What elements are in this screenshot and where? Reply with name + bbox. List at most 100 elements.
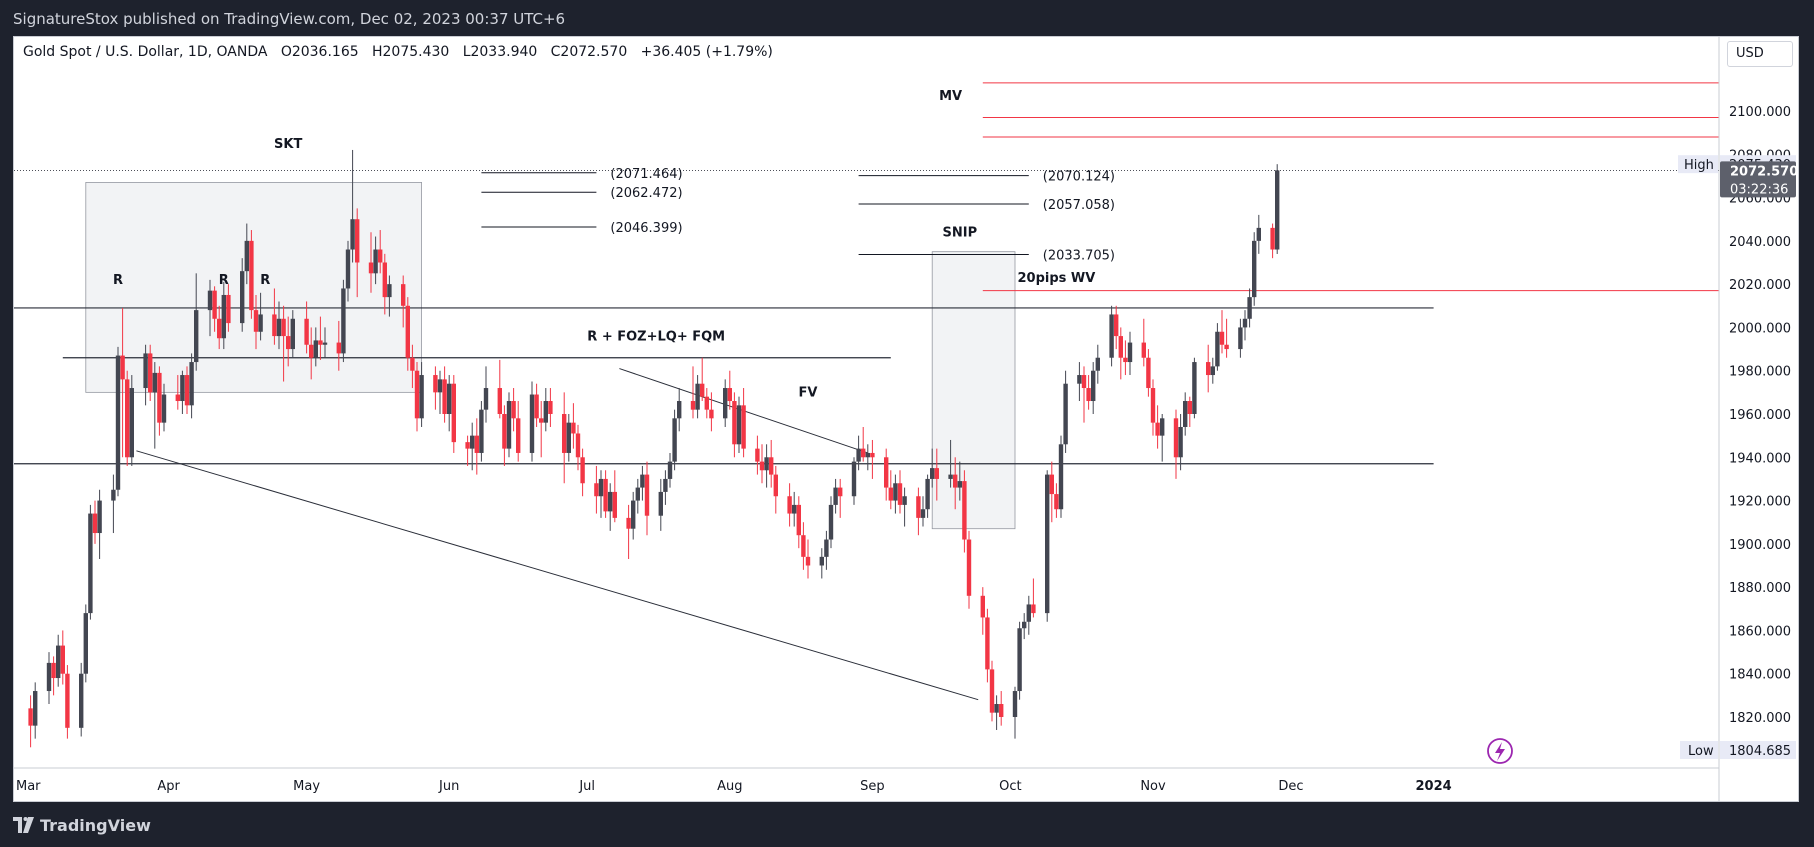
candle[interactable]: [1242, 310, 1248, 341]
candle[interactable]: [833, 478, 838, 514]
candle[interactable]: [548, 388, 553, 427]
candle[interactable]: [304, 301, 309, 354]
candle[interactable]: [930, 448, 935, 488]
candle[interactable]: [125, 370, 130, 466]
candle[interactable]: [980, 587, 985, 635]
candle[interactable]: [65, 665, 70, 739]
candle[interactable]: [120, 307, 125, 458]
candle[interactable]: [644, 461, 650, 536]
candle[interactable]: [189, 353, 194, 419]
candle[interactable]: [727, 370, 732, 410]
candle[interactable]: [387, 275, 392, 317]
candle[interactable]: [83, 604, 88, 683]
candle[interactable]: [934, 448, 939, 501]
candle[interactable]: [290, 310, 295, 358]
candle[interactable]: [594, 465, 599, 514]
candle[interactable]: [152, 362, 157, 449]
candle[interactable]: [543, 388, 548, 432]
candle[interactable]: [1109, 305, 1114, 367]
candle[interactable]: [207, 279, 213, 337]
candle[interactable]: [318, 316, 323, 360]
candle[interactable]: [1077, 362, 1082, 402]
candle[interactable]: [962, 470, 967, 553]
candle[interactable]: [1206, 344, 1211, 393]
candle[interactable]: [483, 366, 489, 423]
candle[interactable]: [46, 652, 52, 705]
candle[interactable]: [157, 366, 162, 436]
candle[interactable]: [953, 457, 958, 510]
candle[interactable]: [672, 409, 677, 471]
candle[interactable]: [161, 383, 167, 432]
candle[interactable]: [184, 366, 190, 414]
candle[interactable]: [925, 474, 930, 518]
candle[interactable]: [497, 359, 502, 419]
candle[interactable]: [1058, 435, 1064, 518]
candle[interactable]: [695, 375, 700, 419]
tradingview-logo-icon[interactable]: [13, 815, 35, 835]
candle[interactable]: [92, 500, 98, 544]
candle[interactable]: [1224, 318, 1229, 358]
candle[interactable]: [465, 435, 470, 466]
candle[interactable]: [433, 366, 438, 410]
candle[interactable]: [1095, 344, 1100, 384]
candle[interactable]: [60, 630, 65, 685]
candle[interactable]: [1127, 331, 1133, 376]
candle[interactable]: [700, 357, 705, 402]
candle[interactable]: [1026, 595, 1031, 635]
candle[interactable]: [115, 346, 121, 497]
candle[interactable]: [851, 457, 857, 505]
candle[interactable]: [1238, 318, 1243, 358]
candle[interactable]: [635, 478, 640, 514]
candle[interactable]: [258, 292, 263, 341]
candle[interactable]: [382, 253, 387, 315]
candle[interactable]: [1219, 310, 1225, 354]
candle[interactable]: [97, 489, 102, 560]
candle[interactable]: [447, 375, 452, 432]
candle[interactable]: [1141, 318, 1146, 367]
candle[interactable]: [1270, 223, 1275, 259]
candle[interactable]: [732, 392, 737, 458]
candle[interactable]: [1187, 396, 1192, 427]
candle[interactable]: [838, 478, 843, 518]
candle[interactable]: [801, 522, 806, 570]
candle[interactable]: [999, 691, 1004, 726]
candle[interactable]: [805, 539, 811, 579]
candle[interactable]: [828, 496, 834, 549]
candle[interactable]: [677, 388, 682, 432]
candle[interactable]: [414, 362, 420, 432]
candle[interactable]: [663, 470, 668, 505]
candle[interactable]: [1086, 375, 1091, 410]
candle[interactable]: [1031, 578, 1036, 618]
brand-name[interactable]: TradingView: [40, 816, 151, 835]
candle[interactable]: [240, 258, 245, 332]
candle[interactable]: [221, 281, 226, 350]
candle[interactable]: [281, 305, 286, 382]
candle[interactable]: [709, 392, 714, 432]
candle[interactable]: [736, 396, 742, 453]
candle[interactable]: [1215, 323, 1220, 371]
candle[interactable]: [893, 474, 898, 514]
candle[interactable]: [286, 316, 291, 367]
candle[interactable]: [516, 401, 521, 462]
rectangle-zone[interactable]: [931, 251, 1016, 530]
candle[interactable]: [111, 474, 116, 534]
candle[interactable]: [861, 426, 866, 462]
candle[interactable]: [764, 444, 769, 488]
candle[interactable]: [272, 288, 277, 345]
candle[interactable]: [1275, 164, 1280, 254]
candle[interactable]: [1183, 392, 1188, 436]
candle[interactable]: [1150, 379, 1156, 436]
symbol-name[interactable]: Gold Spot / U.S. Dollar, 1D, OANDA: [23, 44, 268, 60]
candle[interactable]: [819, 548, 824, 579]
candle[interactable]: [603, 470, 608, 518]
candle[interactable]: [212, 286, 217, 332]
candle[interactable]: [948, 439, 953, 488]
candle[interactable]: [249, 230, 254, 319]
candle[interactable]: [966, 530, 972, 609]
candle[interactable]: [378, 230, 383, 274]
candle[interactable]: [506, 392, 512, 458]
trend-line[interactable]: [136, 450, 979, 701]
candle[interactable]: [920, 496, 926, 527]
candle[interactable]: [51, 656, 56, 696]
candle[interactable]: [194, 273, 199, 371]
